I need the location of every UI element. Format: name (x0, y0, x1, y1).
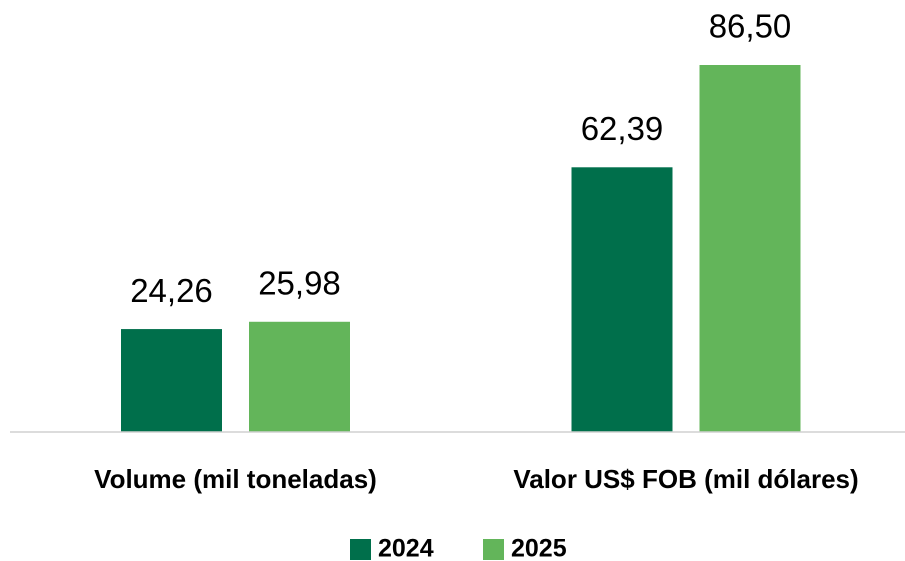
legend-label: 2025 (511, 535, 567, 561)
x-tick-label: Volume (mil toneladas) (94, 464, 377, 494)
bar (121, 329, 222, 432)
data-label: 24,26 (130, 272, 213, 309)
bar (571, 167, 673, 433)
data-label: 62,39 (581, 110, 664, 147)
bar (249, 321, 350, 432)
bar (699, 65, 801, 432)
legend-swatch (350, 539, 371, 560)
data-label: 86,50 (709, 8, 792, 45)
data-label: 25,98 (258, 264, 341, 301)
legend-label: 2024 (378, 535, 434, 561)
x-tick-label: Valor US$ FOB (mil dólares) (513, 464, 858, 494)
legend-swatch (483, 539, 504, 560)
